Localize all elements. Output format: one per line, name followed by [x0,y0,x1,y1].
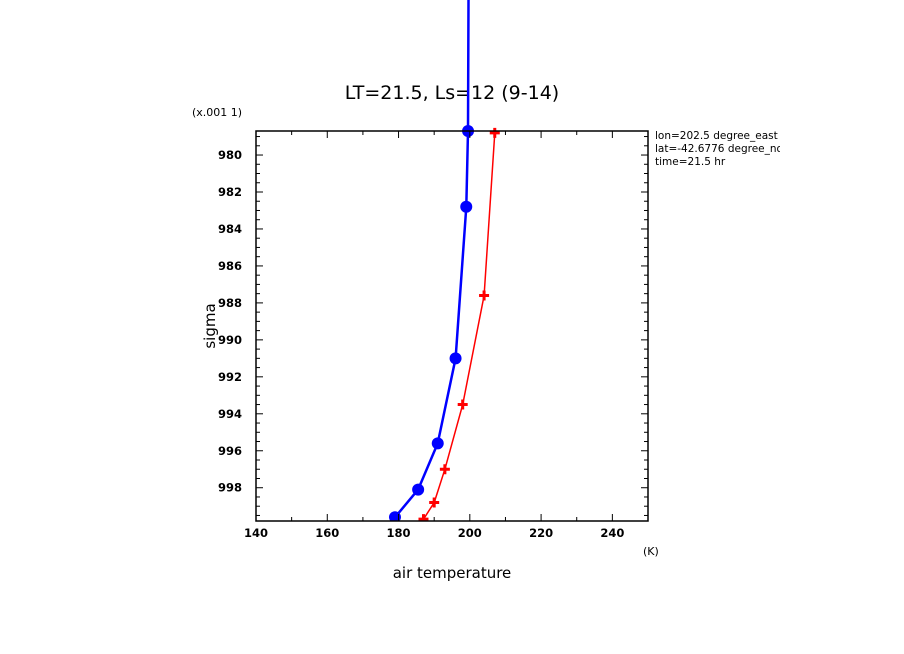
info-line-lon: lon=202.5 degree_east [655,130,778,142]
data-point [489,127,500,138]
plot-frame [255,130,649,522]
y-tick-label: 982 [218,185,242,199]
data-point [418,514,429,521]
y-tick-label: 992 [218,370,242,384]
y-tick-label: 986 [218,259,242,273]
data-point [457,399,468,410]
series-line [422,132,496,520]
data-point [439,464,450,475]
data-point [460,200,473,213]
data-point [388,511,401,521]
y-tick-label: 994 [218,407,242,421]
x-tick-label: 160 [315,526,339,540]
data-point [429,497,440,508]
y-tick-label: 984 [218,222,242,236]
data-point [431,437,444,450]
x-tick-label: 180 [387,526,411,540]
y-tick-label: 990 [218,333,242,347]
y-axis-label: sigma [201,303,219,348]
info-line-time: time=21.5 hr [655,156,726,168]
tick-labels: 140 160 180 200 220 240 980 982 984 986 988 990 992 9… [218,148,624,540]
series-line [394,0,470,519]
chart-title: LT=21.5, Ls=12 (9-14) [345,82,559,104]
x-tick-label: 220 [529,526,553,540]
info-crop-mask [780,125,904,175]
data-point [412,483,425,496]
ticks-layer [255,131,649,521]
data-point [449,352,462,365]
x-tick-label: 240 [600,526,624,540]
y-tick-label: 996 [218,444,242,458]
series-layer [388,0,500,521]
y-tick-label: 998 [218,481,242,495]
y-scale-label: (x.001 1) [192,106,242,119]
x-tick-label: 200 [458,526,482,540]
data-point [479,290,490,301]
x-units-label: (K) [643,545,659,558]
y-tick-label: 988 [218,296,242,310]
info-line-lat: lat=-42.6776 degree_north [655,143,798,155]
x-axis-label: air temperature [393,564,512,582]
x-tick-label: 140 [244,526,268,540]
y-tick-label: 980 [218,148,242,162]
